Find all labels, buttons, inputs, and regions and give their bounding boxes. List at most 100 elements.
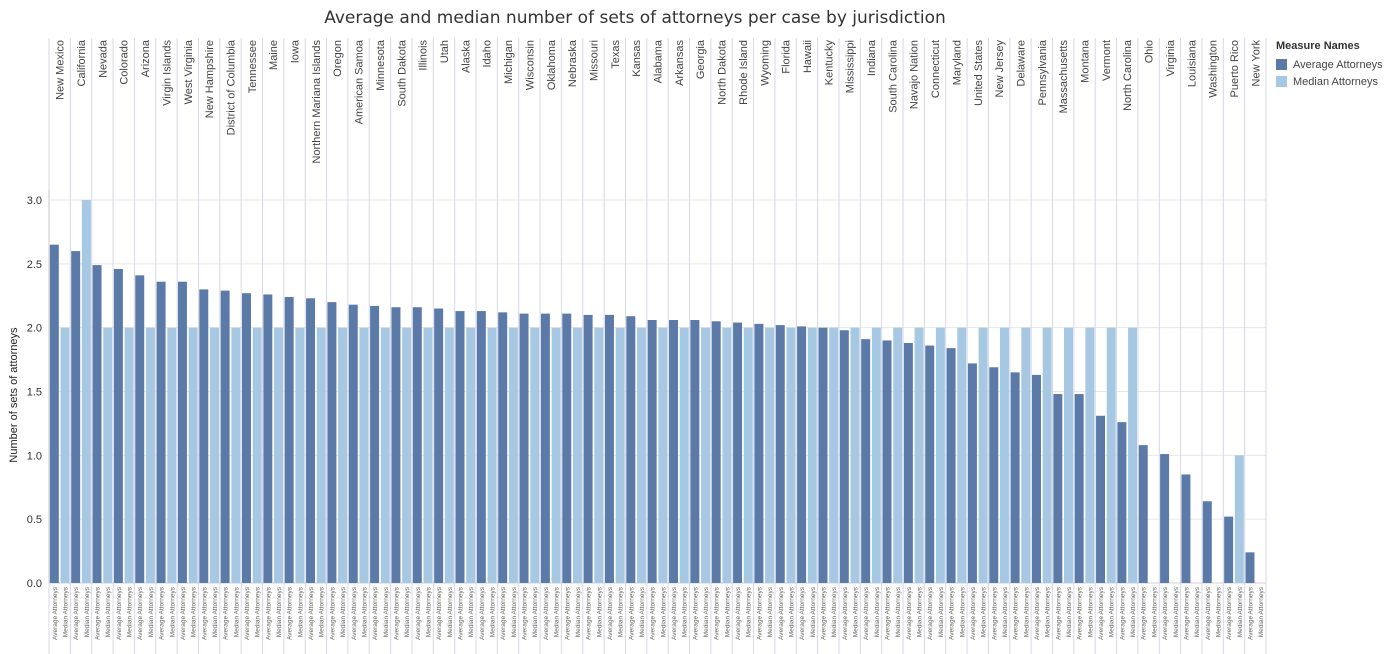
bar[interactable] [829, 327, 839, 583]
bar[interactable] [316, 327, 326, 583]
bar[interactable] [167, 327, 177, 583]
bar[interactable] [1053, 394, 1063, 583]
bar[interactable] [402, 327, 412, 583]
bar[interactable] [797, 326, 807, 583]
bar[interactable] [647, 320, 657, 583]
bar[interactable] [466, 327, 476, 583]
bar[interactable] [498, 312, 508, 583]
bar[interactable] [1138, 445, 1148, 583]
bar[interactable] [978, 327, 988, 583]
bar[interactable] [1031, 374, 1041, 583]
bar[interactable] [124, 327, 134, 583]
bar[interactable] [295, 327, 305, 583]
bar[interactable] [519, 313, 529, 583]
bar[interactable] [722, 327, 732, 583]
bar[interactable] [1010, 372, 1020, 583]
bar[interactable] [1117, 422, 1127, 583]
bar[interactable] [1181, 474, 1191, 583]
bar[interactable] [252, 327, 262, 583]
bar[interactable] [807, 327, 817, 583]
bar[interactable] [113, 268, 123, 583]
bar[interactable] [572, 327, 582, 583]
bar[interactable] [391, 307, 401, 583]
bar[interactable] [765, 327, 775, 583]
bar[interactable] [903, 342, 913, 583]
bar[interactable] [967, 363, 977, 583]
bar[interactable] [690, 320, 700, 583]
bar[interactable] [370, 305, 380, 583]
bar[interactable] [1106, 327, 1116, 583]
bar[interactable] [348, 304, 358, 583]
bar[interactable] [946, 348, 956, 583]
bar[interactable] [594, 327, 604, 583]
bar[interactable] [775, 325, 785, 583]
bar[interactable] [92, 265, 102, 583]
bar[interactable] [914, 327, 924, 583]
bar[interactable] [338, 327, 348, 583]
bar[interactable] [989, 367, 999, 583]
bar[interactable] [60, 327, 70, 583]
bar[interactable] [711, 321, 721, 583]
bar[interactable] [925, 345, 935, 583]
bar[interactable] [423, 327, 433, 583]
bar[interactable] [786, 327, 796, 583]
bar[interactable] [530, 327, 540, 583]
bar[interactable] [701, 327, 711, 583]
bar[interactable] [508, 327, 518, 583]
bar[interactable] [156, 281, 166, 583]
bar[interactable] [1074, 394, 1084, 583]
bar[interactable] [359, 327, 369, 583]
bar[interactable] [540, 313, 550, 583]
bar[interactable] [412, 307, 422, 583]
bar[interactable] [733, 322, 743, 583]
bar[interactable] [242, 293, 251, 583]
bar[interactable] [583, 314, 593, 583]
bar[interactable] [49, 244, 59, 583]
bar[interactable] [1085, 327, 1095, 583]
bar[interactable] [476, 311, 486, 583]
bar[interactable] [231, 327, 241, 583]
bar[interactable] [615, 327, 625, 583]
bar[interactable] [626, 316, 636, 583]
bar[interactable] [327, 302, 337, 583]
bar[interactable] [871, 327, 881, 583]
bar[interactable] [1096, 415, 1106, 583]
bar[interactable] [487, 327, 497, 583]
bar[interactable] [1234, 455, 1244, 583]
bar[interactable] [562, 313, 572, 583]
bar[interactable] [177, 281, 187, 583]
bar[interactable] [274, 327, 284, 583]
bar[interactable] [551, 327, 561, 583]
bar[interactable] [893, 327, 903, 583]
bar[interactable] [81, 200, 91, 583]
bar[interactable] [658, 327, 668, 583]
bar[interactable] [754, 323, 764, 583]
bar[interactable] [839, 330, 849, 583]
legend-item-median[interactable]: Median Attorneys [1276, 73, 1398, 90]
bar[interactable] [434, 308, 444, 583]
bar[interactable] [743, 327, 753, 583]
bar[interactable] [850, 327, 860, 583]
legend-item-average[interactable]: Average Attorneys [1276, 56, 1398, 73]
bar[interactable] [145, 327, 155, 583]
bar[interactable] [882, 340, 892, 583]
bar[interactable] [188, 327, 198, 583]
bar[interactable] [679, 327, 689, 583]
bar[interactable] [455, 311, 465, 583]
bar[interactable] [1021, 327, 1031, 583]
bar[interactable] [818, 327, 828, 583]
bar[interactable] [284, 297, 294, 583]
bar[interactable] [199, 289, 209, 583]
bar[interactable] [637, 327, 646, 583]
bar[interactable] [306, 298, 316, 583]
bar[interactable] [957, 327, 967, 583]
bar[interactable] [1128, 327, 1138, 583]
bar[interactable] [861, 339, 871, 583]
bar[interactable] [999, 327, 1009, 583]
bar[interactable] [263, 294, 273, 583]
bar[interactable] [1224, 516, 1234, 583]
bar[interactable] [604, 314, 614, 583]
bar[interactable] [380, 327, 390, 583]
bar[interactable] [71, 251, 81, 583]
bar[interactable] [1202, 501, 1212, 583]
